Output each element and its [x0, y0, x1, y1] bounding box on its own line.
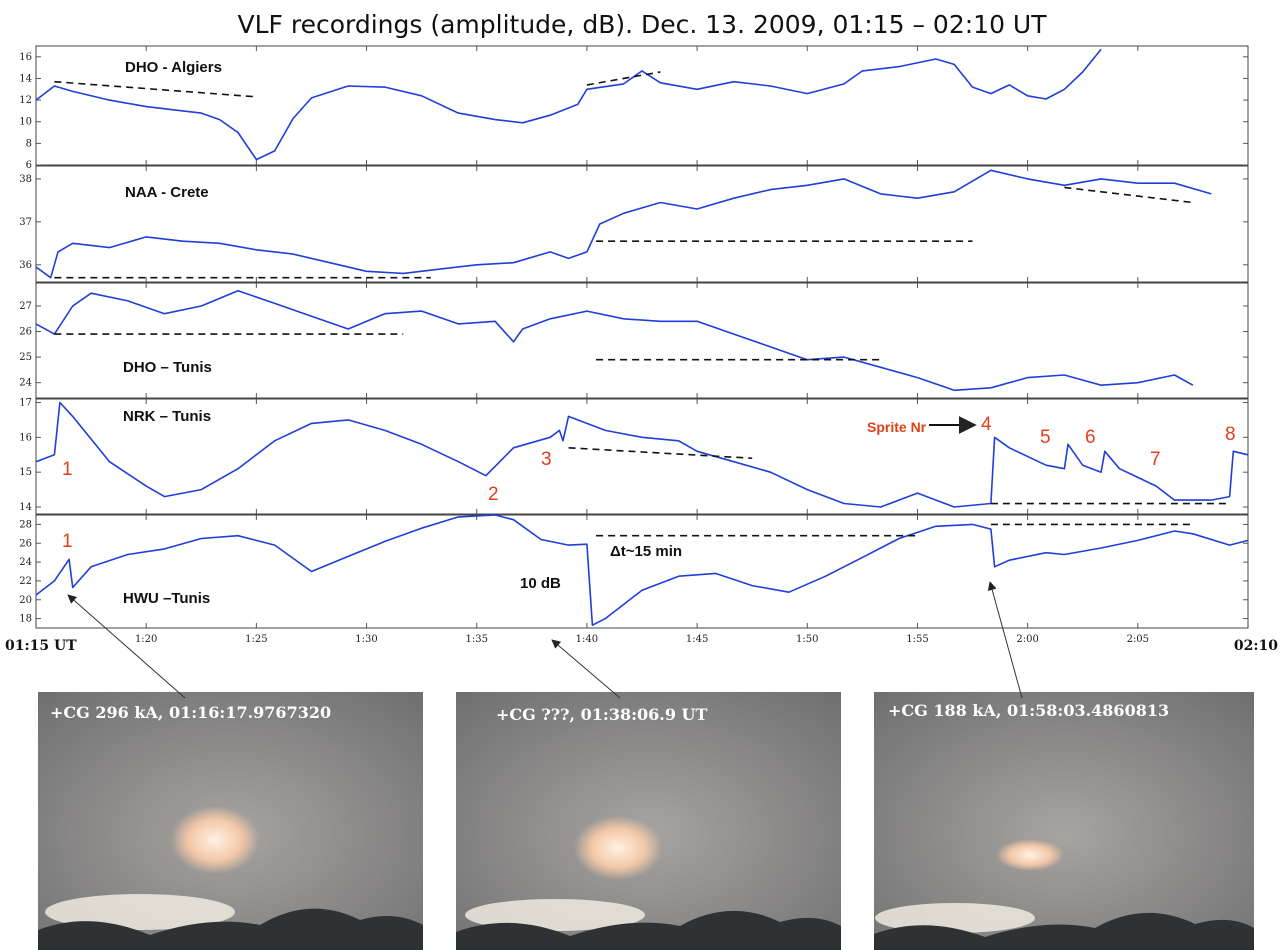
sprite-number-6: 6: [1085, 427, 1096, 448]
y-tick-label: 15: [19, 467, 32, 478]
y-tick-label: 6: [26, 160, 32, 171]
panel-label: DHO – Tunis: [123, 359, 212, 376]
photo-1: +CG 296 kA, 01:16:17.9767320: [38, 692, 423, 950]
sprite-number-8: 8: [1225, 424, 1236, 445]
x-tick-label: 2:00: [1016, 634, 1038, 645]
x-tick-label: 1:30: [355, 634, 377, 645]
panel-label: DHO - Algiers: [125, 59, 222, 76]
dt-label: Δt~15 min: [610, 543, 682, 560]
photo-3-arrow: [987, 581, 1023, 699]
y-tick-label: 28: [19, 519, 32, 530]
photo-3: +CG 188 kA, 01:58:03.4860813: [874, 692, 1254, 950]
photo-1-caption: +CG 296 kA, 01:16:17.9767320: [50, 703, 331, 722]
sprite-number-3: 3: [541, 449, 552, 470]
y-tick-label: 12: [19, 95, 32, 106]
x-axis: 01:15 UT 02:10 1:20 1:25 1:30 1:35 1:40 1:45 1…: [5, 634, 1278, 654]
sprite-nr-label: Sprite Nr: [867, 419, 927, 435]
sprite-number-7: 7: [1150, 449, 1161, 470]
trend-line: [54, 80, 257, 98]
y-tick-label: 16: [19, 432, 32, 443]
photo-1-sprite: [171, 806, 259, 874]
x-tick-label: 2:05: [1127, 634, 1149, 645]
panel-1-frame: [35, 45, 1249, 166]
photo-1-trees: [38, 908, 423, 950]
x-tick-label: 1:50: [796, 634, 818, 645]
x-tick-label: 1:55: [906, 634, 928, 645]
x-tick-label: 1:20: [135, 634, 157, 645]
photo-2-caption: +CG ???, 01:38:06.9 UT: [496, 705, 707, 724]
sprite-number-4: 4: [981, 414, 992, 435]
photo-3-sprite: [996, 839, 1064, 871]
y-tick-label: 26: [19, 327, 32, 338]
y-tick-label: 17: [19, 397, 32, 408]
y-tick-label: 14: [19, 502, 32, 513]
y-tick-label: 37: [19, 217, 32, 228]
panel-5: 18 20 22 24 26 28 HWU –Tunis: [19, 514, 1249, 629]
photo-1-ground-light: [45, 894, 235, 930]
panel-label: NAA - Crete: [125, 184, 209, 201]
series-line: [35, 514, 1249, 626]
y-tick-label: 26: [19, 538, 32, 549]
y-tick-label: 24: [19, 557, 32, 568]
panel-2-frame: [35, 165, 1249, 283]
y-tick-label: 18: [19, 614, 32, 625]
trend-line: [1064, 186, 1194, 204]
x-end-label: 02:10: [1234, 638, 1278, 654]
panel-4-frame: [35, 398, 1249, 515]
trend-line: [568, 446, 753, 460]
photo-1-arrow: [67, 594, 186, 699]
sprite-number-2: 2: [488, 484, 499, 505]
x-start-label: 01:15 UT: [5, 638, 77, 654]
y-tick-label: 10: [19, 117, 32, 128]
y-tick-label: 24: [19, 378, 32, 389]
photo-2-arrow: [551, 639, 621, 699]
panel-label: NRK – Tunis: [123, 408, 211, 425]
x-tick-label: 1:40: [576, 634, 598, 645]
series-line: [35, 169, 1212, 279]
x-tick-label: 1:45: [686, 634, 708, 645]
series-line: [35, 289, 1194, 392]
panel-1: 6 8 10 12 14 16 DHO - Algiers: [19, 45, 1249, 171]
panel-3-frame: [35, 282, 1249, 399]
panel-5-frame: [35, 514, 1249, 629]
photo-3-trees: [874, 912, 1254, 950]
y-tick-label: 16: [19, 52, 32, 63]
y-tick-label: 8: [26, 138, 32, 149]
x-tick-label: 1:25: [245, 634, 267, 645]
panel-3: 24 25 26 27 DHO – Tunis: [19, 282, 1249, 399]
y-tick-label: 27: [19, 301, 32, 312]
sprite-number-1-hwu: 1: [62, 531, 73, 552]
series-line: [35, 401, 1249, 508]
trend-line: [586, 71, 661, 86]
y-tick-label: 38: [19, 174, 32, 185]
chart-title: VLF recordings (amplitude, dB). Dec. 13.…: [238, 10, 1048, 39]
sprite-number-1: 1: [62, 459, 73, 480]
panel-label: HWU –Tunis: [123, 590, 210, 607]
y-tick-label: 20: [19, 595, 32, 606]
annotations: 1 2 3 Sprite Nr 4 5 6 7 8 1 Δt~15 min 10…: [62, 414, 1236, 592]
y-tick-label: 36: [19, 260, 32, 271]
panel-2: 36 37 38 NAA - Crete: [19, 165, 1249, 283]
photo-2-trees: [456, 910, 841, 950]
db-label: 10 dB: [520, 575, 561, 592]
photo-3-caption: +CG 188 kA, 01:58:03.4860813: [888, 701, 1169, 720]
y-tick-label: 14: [19, 73, 32, 84]
photo-2: +CG ???, 01:38:06.9 UT: [456, 692, 841, 950]
y-tick-label: 25: [19, 352, 32, 363]
y-tick-label: 22: [19, 576, 32, 587]
photo-2-sprite: [574, 816, 662, 880]
sprite-number-5: 5: [1040, 427, 1051, 448]
x-tick-label: 1:35: [465, 634, 487, 645]
series-line: [35, 48, 1102, 161]
